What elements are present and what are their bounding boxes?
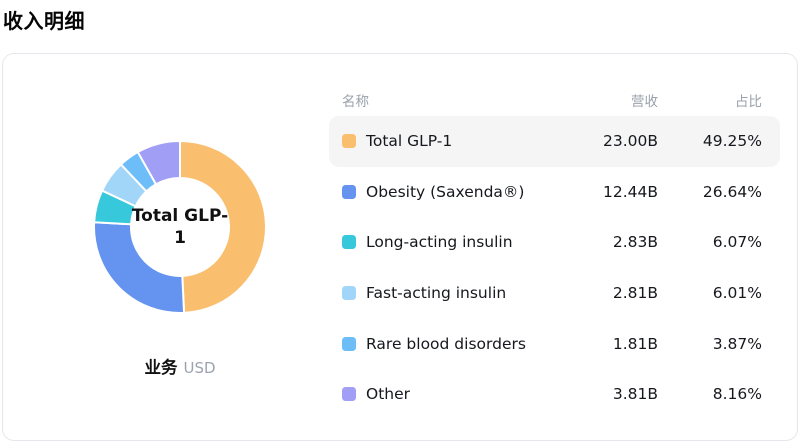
row-share: 6.07% bbox=[712, 233, 762, 252]
table-row-4[interactable]: Fast-acting insulin 2.81B 6.01% bbox=[329, 268, 780, 319]
row-share: 6.01% bbox=[712, 284, 762, 303]
table-row-1[interactable]: Total GLP-1 23.00B 49.25% bbox=[329, 116, 780, 167]
legend-swatch bbox=[342, 235, 356, 250]
row-name: Obesity (Saxenda®) bbox=[366, 182, 525, 201]
page-title: 收入明细 bbox=[3, 9, 85, 33]
row-name: Long-acting insulin bbox=[366, 233, 513, 252]
row-share: 49.25% bbox=[702, 132, 762, 151]
donut-segment-2[interactable] bbox=[93, 221, 186, 314]
row-name: Rare blood disorders bbox=[366, 334, 526, 353]
donut-segment-1[interactable] bbox=[179, 140, 267, 314]
row-revenue: 1.81B bbox=[612, 334, 658, 353]
legend-swatch bbox=[342, 134, 356, 149]
table-row-2[interactable]: Obesity (Saxenda®) 12.44B 26.64% bbox=[329, 167, 780, 218]
row-revenue: 2.81B bbox=[612, 284, 658, 303]
caption-dimension: 业务 bbox=[144, 358, 178, 377]
row-name: Other bbox=[366, 385, 411, 404]
donut-segment-6[interactable] bbox=[136, 140, 181, 186]
table-body: Total GLP-1 23.00B 49.25% Obesity (Saxen… bbox=[329, 116, 780, 420]
table-row-6[interactable]: Other 3.81B 8.16% bbox=[329, 369, 780, 420]
header-revenue: 营收 bbox=[631, 93, 658, 110]
table-header-row: 名称 营收 占比 bbox=[329, 83, 780, 116]
row-share: 8.16% bbox=[712, 385, 762, 404]
row-revenue: 3.81B bbox=[612, 385, 658, 404]
legend-swatch bbox=[342, 387, 356, 402]
donut-chart bbox=[93, 140, 267, 314]
header-name: 名称 bbox=[342, 93, 369, 110]
table-row-5[interactable]: Rare blood disorders 1.81B 3.87% bbox=[329, 318, 780, 369]
revenue-card: Total GLP-1 业务 USD 名称 营收 占比 Total GLP-1 2… bbox=[2, 53, 798, 441]
row-name: Fast-acting insulin bbox=[366, 284, 507, 303]
row-share: 3.87% bbox=[712, 334, 762, 353]
header-share: 占比 bbox=[735, 93, 762, 110]
row-revenue: 12.44B bbox=[602, 182, 658, 201]
row-name: Total GLP-1 bbox=[366, 132, 453, 151]
legend-swatch bbox=[342, 336, 356, 351]
row-revenue: 2.83B bbox=[612, 233, 658, 252]
legend-swatch bbox=[342, 184, 356, 199]
donut-chart-area: Total GLP-1 bbox=[78, 125, 282, 329]
revenue-table: 名称 营收 占比 Total GLP-1 23.00B 49.25% Obesi… bbox=[329, 83, 780, 420]
legend-swatch bbox=[342, 286, 356, 301]
row-revenue: 23.00B bbox=[602, 132, 658, 151]
row-share: 26.64% bbox=[702, 182, 762, 201]
chart-caption: 业务 USD bbox=[78, 354, 282, 378]
table-row-3[interactable]: Long-acting insulin 2.83B 6.07% bbox=[329, 217, 780, 268]
caption-unit: USD bbox=[183, 359, 216, 377]
